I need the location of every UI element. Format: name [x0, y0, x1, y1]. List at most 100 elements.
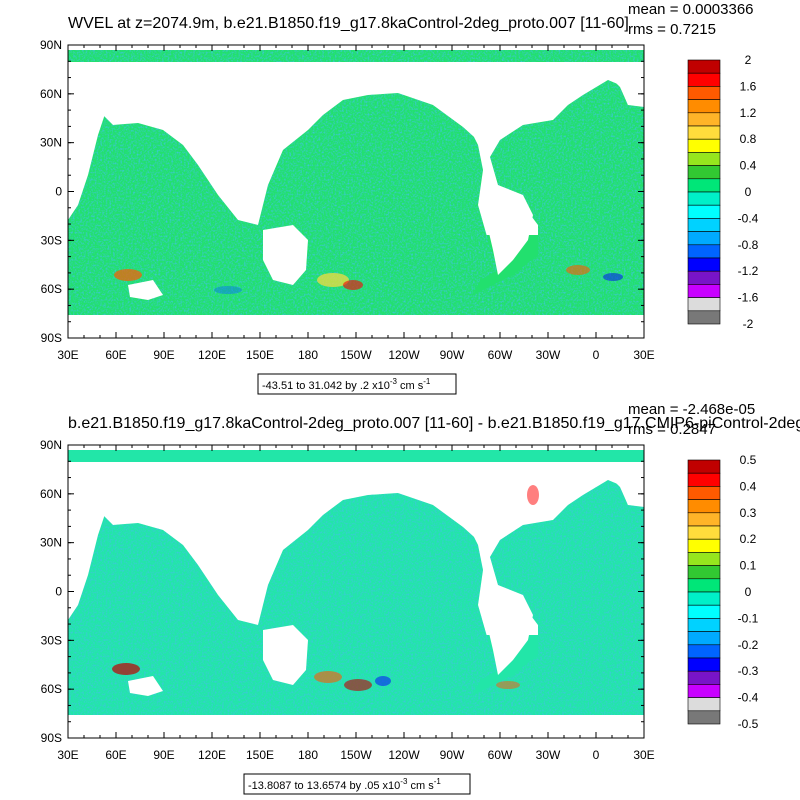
colorbar-swatch [687, 604, 721, 619]
colorbar-swatch [687, 631, 721, 646]
colorbar-label: 1.2 [740, 106, 757, 120]
panel-2-range-label: -13.8087 to 13.6574 by .05 x10 [248, 780, 400, 792]
panel-1-axis-ticks: 30E 60E 90E 120E 150E 180 150W 120W 90W 60W 30W 0 30… [40, 38, 655, 362]
panel-2-colorbar: 0.5 0.4 0.3 0.2 0.1 0 -0.1 -0.2 -0.3 -0.4 -0.5 [687, 453, 759, 731]
arctic-noise [68, 50, 644, 62]
colorbar-swatch [687, 152, 721, 166]
colorbar-label: 0.1 [740, 559, 757, 573]
panel-1-rms: rms = 0.7215 [628, 21, 716, 38]
colorbar-label: 0.2 [740, 532, 757, 546]
x-tick-label: 180 [298, 748, 318, 762]
colorbar-swatch [687, 99, 721, 114]
colorbar-swatch [687, 472, 721, 487]
panel-1-range-box: -43.51 to 31.042 by .2 x10-3 cm s-1 [257, 373, 457, 395]
x-tick-label: 30E [633, 348, 654, 362]
panel-1-range-exp: -3 [390, 377, 398, 386]
x-tick-label: 60E [105, 748, 126, 762]
southern-ocean-anomalies [112, 485, 539, 691]
colorbar-label: 0.5 [740, 453, 757, 467]
colorbar-swatch [687, 244, 721, 259]
x-tick-label: 60W [488, 748, 513, 762]
colorbar-label: 0 [745, 585, 752, 599]
colorbar-swatch [687, 284, 721, 298]
colorbar-label: 0.8 [740, 132, 757, 146]
australia-land [263, 625, 308, 685]
panel-1-map: 30E 60E 90E 120E 150E 180 150W 120W 90W 60W 30W 0 30… [40, 38, 655, 362]
y-tick-label: 30S [41, 233, 62, 247]
colorbar-label: -0.1 [738, 611, 759, 625]
x-tick-label: 90W [440, 348, 465, 362]
colorbar-swatch [687, 710, 721, 725]
colorbar-swatch [687, 486, 721, 500]
colorbar-swatch [687, 59, 721, 74]
arctic-strip [68, 450, 644, 462]
x-tick-label: 90E [153, 748, 174, 762]
colorbar-swatch [687, 591, 721, 606]
panel-1-range-units: cm s [397, 380, 424, 392]
x-tick-label: 60E [105, 348, 126, 362]
x-tick-label: 30E [57, 748, 78, 762]
panel-2-rms: rms = 0.2847 [628, 421, 716, 438]
colorbar-swatch [687, 670, 721, 685]
greenland-land [538, 63, 608, 100]
colorbar-label: -0.8 [738, 238, 759, 252]
colorbar-swatch [687, 125, 721, 140]
colorbar-swatch [687, 459, 721, 474]
panel-2-title: b.e21.B1850.f19_g17.8kaControl-2deg_prot… [68, 415, 800, 432]
colorbar-label: -1.6 [738, 291, 759, 305]
antarctic-shelf-1 [128, 676, 163, 696]
colorbar-swatch [687, 697, 721, 712]
x-tick-label: 150E [246, 748, 274, 762]
colorbar-label: -0.4 [738, 211, 759, 225]
panel-2: b.e21.B1850.f19_g17.8kaControl-2deg_prot… [40, 401, 800, 795]
australia-land [263, 225, 308, 285]
colorbar-swatch [687, 231, 721, 246]
panel-1-range-unit-exp: -1 [423, 377, 431, 386]
y-tick-label: 0 [55, 585, 62, 599]
colorbar-swatch [687, 499, 721, 514]
colorbar-swatch [687, 218, 721, 232]
colorbar-swatch [687, 644, 721, 659]
colorbar-swatch [687, 257, 721, 272]
x-tick-label: 120E [198, 348, 226, 362]
y-tick-label: 30S [41, 633, 62, 647]
colorbar-swatch [687, 310, 721, 325]
x-tick-label: 30E [57, 348, 78, 362]
x-tick-label: 150E [246, 348, 274, 362]
antarctic-shelf-1 [128, 280, 163, 300]
x-tick-label: 0 [593, 348, 600, 362]
colorbar-swatch [687, 565, 721, 580]
colorbar-label: -0.3 [738, 664, 759, 678]
panel-2-range-unit-exp: -1 [434, 777, 442, 786]
colorbar-label: -0.2 [738, 638, 759, 652]
colorbar-label: 0.4 [740, 479, 757, 493]
x-tick-label: 120W [388, 748, 420, 762]
europe-land [608, 473, 644, 505]
colorbar-label: 1.6 [740, 79, 757, 93]
y-tick-label: 90S [41, 331, 62, 345]
x-tick-label: 120W [388, 348, 420, 362]
panel-2-axis-ticks: 30E 60E 90E 120E 150E 180 150W 120W 90W 60W 30W 0 30… [40, 438, 655, 762]
asia-land [88, 465, 368, 580]
x-tick-label: 30E [633, 748, 654, 762]
colorbar-swatch [687, 178, 721, 193]
southern-ocean-anomalies [114, 265, 623, 294]
y-tick-label: 90S [41, 731, 62, 745]
colorbar-label: 0 [745, 185, 752, 199]
africa-land [68, 70, 108, 220]
y-tick-label: 90N [40, 38, 62, 52]
svg-text:-13.8087 to 13.6574 by .05 x10: -13.8087 to 13.6574 by .05 x10-3 cm s-1 [248, 777, 441, 792]
y-tick-label: 30N [40, 536, 62, 550]
y-tick-label: 60S [41, 282, 62, 296]
south-america-land [486, 185, 533, 275]
y-tick-label: 0 [55, 185, 62, 199]
africa-land [68, 470, 108, 620]
panel-2-ocean-field [68, 450, 644, 738]
colorbar-swatch [687, 538, 721, 553]
colorbar-label: -0.4 [738, 691, 759, 705]
x-tick-label: 30W [536, 748, 561, 762]
colorbar-label: 2 [745, 53, 752, 67]
colorbar-swatch [687, 86, 721, 100]
y-tick-label: 30N [40, 136, 62, 150]
